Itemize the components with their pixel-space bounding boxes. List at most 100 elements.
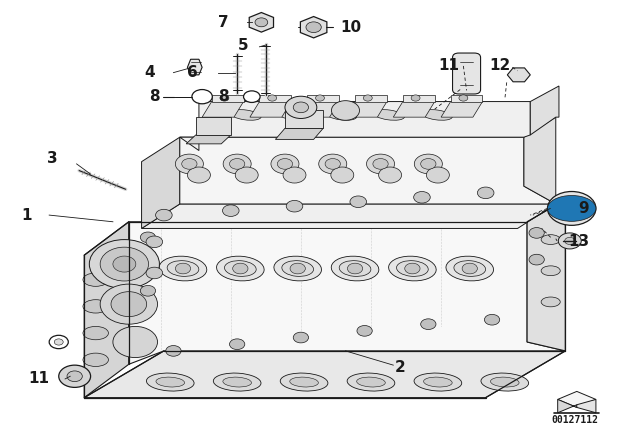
Circle shape [316,95,324,101]
Circle shape [357,326,372,336]
Circle shape [331,167,354,183]
Polygon shape [300,17,327,38]
Ellipse shape [156,377,184,387]
Ellipse shape [290,377,318,387]
Ellipse shape [216,256,264,281]
Polygon shape [250,102,291,117]
Circle shape [285,96,317,118]
Polygon shape [180,102,531,151]
Text: 13: 13 [569,234,590,249]
Circle shape [271,154,299,174]
Polygon shape [451,95,483,102]
Ellipse shape [83,327,108,340]
Ellipse shape [147,373,194,391]
Polygon shape [346,102,387,117]
Circle shape [230,339,245,349]
Polygon shape [275,128,323,139]
Ellipse shape [490,377,519,387]
Circle shape [255,18,268,27]
Ellipse shape [424,377,452,387]
Circle shape [236,167,258,183]
Polygon shape [394,102,435,117]
Ellipse shape [414,373,461,391]
Ellipse shape [339,261,371,276]
Ellipse shape [83,300,108,313]
Circle shape [364,95,372,101]
Circle shape [100,247,148,281]
Ellipse shape [356,377,385,387]
Circle shape [188,167,211,183]
Circle shape [462,263,477,274]
Ellipse shape [167,261,199,276]
Text: 8: 8 [149,89,159,104]
Ellipse shape [225,261,256,276]
Text: 12: 12 [489,58,510,73]
Ellipse shape [83,353,108,366]
Text: 00127112: 00127112 [552,415,598,425]
Ellipse shape [280,373,328,391]
Polygon shape [557,392,596,407]
Text: 11: 11 [438,58,460,73]
Text: 3: 3 [47,151,58,166]
Polygon shape [577,400,596,413]
Circle shape [166,345,181,356]
Circle shape [306,22,321,33]
Circle shape [413,191,430,203]
Circle shape [564,237,575,245]
Circle shape [477,187,494,198]
Circle shape [54,339,63,345]
Circle shape [230,159,245,169]
Circle shape [411,95,420,101]
Polygon shape [84,222,129,398]
Text: 6: 6 [187,65,198,80]
Polygon shape [196,117,231,135]
Ellipse shape [325,110,356,120]
Polygon shape [285,111,323,128]
Circle shape [113,327,157,358]
Polygon shape [141,137,180,228]
Circle shape [420,159,436,169]
FancyBboxPatch shape [452,53,481,94]
Ellipse shape [541,266,560,276]
Circle shape [156,209,172,221]
Circle shape [484,314,500,325]
Polygon shape [141,204,556,228]
Circle shape [100,284,157,324]
Circle shape [192,90,212,104]
Ellipse shape [282,261,314,276]
Ellipse shape [541,235,560,245]
Ellipse shape [397,261,428,276]
Circle shape [67,371,83,382]
Polygon shape [259,95,291,102]
Circle shape [175,154,204,174]
Ellipse shape [213,373,261,391]
Ellipse shape [347,373,395,391]
Circle shape [175,263,191,274]
Circle shape [379,167,401,183]
Polygon shape [403,95,435,102]
Circle shape [325,159,340,169]
Circle shape [293,332,308,343]
Text: 8: 8 [218,89,228,104]
Ellipse shape [83,273,108,286]
Text: 11: 11 [28,371,49,387]
Polygon shape [202,102,244,117]
Circle shape [414,154,442,174]
Ellipse shape [547,195,596,221]
Circle shape [49,335,68,349]
Circle shape [140,232,156,243]
Circle shape [111,292,147,317]
Ellipse shape [159,256,207,281]
Circle shape [547,191,596,225]
Ellipse shape [388,256,436,281]
Circle shape [350,196,367,207]
Circle shape [332,101,360,120]
Circle shape [459,95,468,101]
Circle shape [373,159,388,169]
Ellipse shape [373,110,404,120]
Ellipse shape [421,110,452,120]
Text: 4: 4 [144,65,154,80]
Text: 9: 9 [578,201,589,216]
Ellipse shape [454,261,486,276]
Ellipse shape [274,256,321,281]
